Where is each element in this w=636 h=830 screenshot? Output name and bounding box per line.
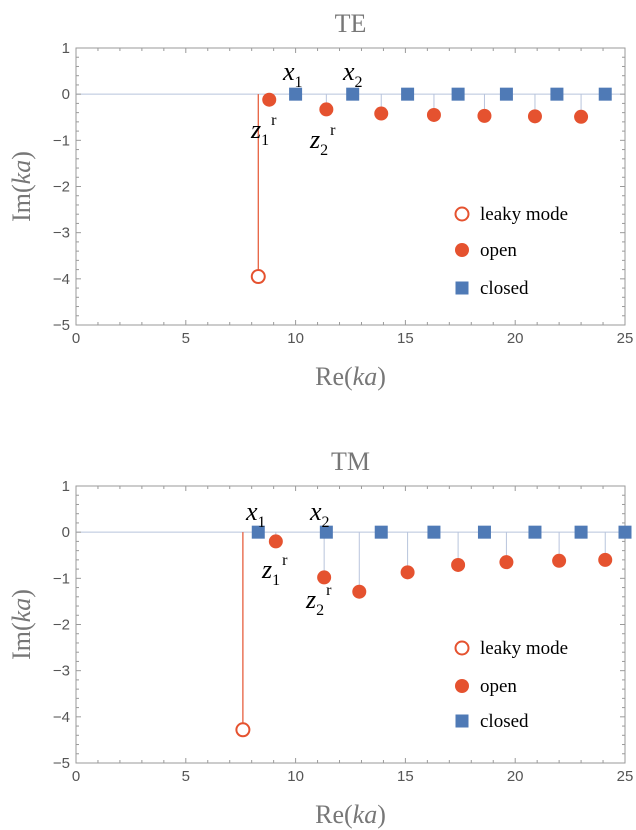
x-tick-label: 10 [287, 768, 304, 785]
open-mode-point [262, 92, 277, 107]
closed-mode-point [574, 525, 588, 539]
annotation-z1: z1r [261, 552, 288, 589]
legend-filled-circle-icon [455, 679, 469, 693]
closed-mode-point [401, 87, 415, 101]
closed-mode-point [427, 525, 441, 539]
closed-mode-point [251, 525, 265, 539]
y-tick-label: −3 [53, 663, 70, 680]
x-tick-label: 0 [72, 768, 80, 785]
x-tick-label: 15 [397, 768, 414, 785]
y-axis-label: Im(ka) [7, 151, 36, 222]
open-mode-point [574, 109, 589, 124]
closed-mode-point [289, 87, 303, 101]
x-tick-label: 15 [397, 330, 414, 347]
open-mode-point [268, 534, 283, 549]
closed-mode-point [528, 525, 542, 539]
x-tick-label: 0 [72, 330, 80, 347]
plot-frame [75, 485, 626, 764]
closed-mode-point [374, 525, 388, 539]
open-mode-point [319, 102, 334, 117]
leaky-mode-point [250, 269, 266, 285]
open-mode-point [317, 570, 332, 585]
open-mode-point [374, 106, 389, 121]
closed-mode-point [499, 87, 513, 101]
y-tick-label: −1 [53, 132, 70, 149]
open-mode-point [598, 552, 613, 567]
open-mode-point [352, 584, 367, 599]
closed-mode-point [598, 87, 612, 101]
x-tick-label: 25 [617, 768, 634, 785]
closed-mode-point [319, 525, 333, 539]
y-tick-label: −1 [53, 570, 70, 587]
x-tick-label: 25 [617, 330, 634, 347]
y-tick-label: −5 [53, 317, 70, 334]
x-tick-label: 5 [182, 768, 190, 785]
legend-square-icon [455, 714, 469, 728]
legend: leaky mode open closed [454, 638, 568, 732]
legend: leaky mode open closed [454, 204, 568, 299]
y-tick-label: −5 [53, 755, 70, 772]
y-tick-label: 1 [62, 40, 70, 57]
legend-open-circle-icon [454, 206, 470, 222]
legend-filled-circle-icon [455, 243, 469, 257]
closed-mode-point [550, 87, 564, 101]
y-axis-label: Im(ka) [7, 589, 36, 660]
annotation-x1: x1 [245, 497, 266, 531]
open-mode-point [552, 553, 567, 568]
open-mode-point [499, 555, 514, 570]
open-mode-point [451, 557, 466, 572]
y-tick-label: 0 [62, 524, 70, 541]
y-tick-label: −4 [53, 709, 70, 726]
x-tick-label: 5 [182, 330, 190, 347]
y-tick-label: 1 [62, 478, 70, 495]
open-mode-point [400, 565, 415, 580]
y-tick-label: −2 [53, 179, 70, 196]
y-tick-label: −3 [53, 225, 70, 242]
annotation-x2: x2 [309, 497, 330, 531]
x-axis-label: Re(ka) [315, 362, 386, 391]
legend-open-circle-icon [454, 640, 470, 656]
legend-label: open [480, 676, 517, 697]
closed-mode-point [618, 525, 632, 539]
closed-mode-point [477, 525, 491, 539]
annotation-z1: z1r [250, 112, 277, 149]
open-mode-point [527, 109, 542, 124]
y-tick-label: −4 [53, 271, 70, 288]
annotation-z2: z2r [309, 122, 336, 159]
legend-label: open [480, 240, 517, 261]
closed-mode-point [346, 87, 360, 101]
legend-label: leaky mode [480, 638, 568, 659]
legend-label: leaky mode [480, 204, 568, 225]
x-tick-label: 20 [507, 330, 524, 347]
legend-label: closed [480, 278, 529, 299]
legend-square-icon [455, 281, 469, 295]
closed-mode-point [451, 87, 465, 101]
open-mode-point [426, 107, 441, 122]
x-axis-label: Re(ka) [315, 800, 386, 829]
annotation-x1: x1 [282, 57, 303, 91]
y-tick-label: 0 [62, 86, 70, 103]
chart-title: TE [335, 9, 367, 38]
legend-label: closed [480, 711, 529, 732]
leaky-mode-point [235, 722, 251, 738]
y-tick-label: −2 [53, 617, 70, 634]
open-mode-point [477, 108, 492, 123]
chart-title: TM [331, 447, 370, 476]
annotation-x2: x2 [342, 57, 363, 91]
x-tick-label: 20 [507, 768, 524, 785]
x-tick-label: 10 [287, 330, 304, 347]
annotation-z2: z2r [305, 582, 332, 619]
